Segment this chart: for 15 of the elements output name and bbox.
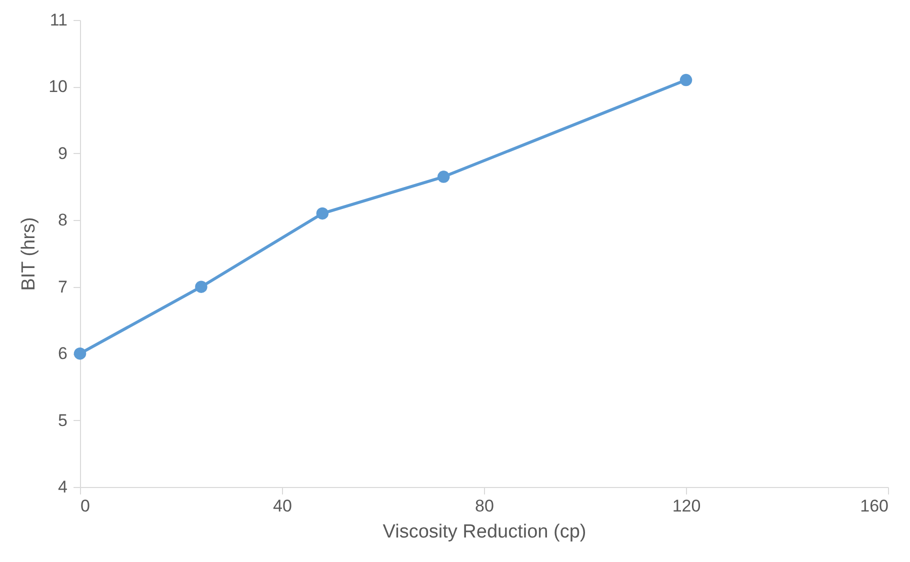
x-tick-label: 0 (80, 496, 90, 516)
x-tick-label: 120 (672, 496, 701, 516)
x-tick-label: 40 (273, 496, 292, 516)
y-tick-label: 10 (48, 77, 68, 96)
x-tick-label: 160 (860, 496, 888, 516)
x-tick-label: 80 (475, 496, 494, 516)
y-axis-title: BIT (hrs) (18, 217, 40, 291)
y-tick-label: 6 (58, 344, 68, 364)
x-axis-title: Viscosity Reduction (cp) (382, 522, 586, 542)
y-tick-label: 9 (58, 144, 68, 163)
y-tick-label: 8 (58, 210, 68, 230)
y-tick-label: 7 (58, 277, 68, 296)
y-tick-label: 5 (58, 410, 68, 430)
y-tick-label: 4 (58, 478, 68, 496)
y-tick-label: 11 (50, 10, 68, 30)
